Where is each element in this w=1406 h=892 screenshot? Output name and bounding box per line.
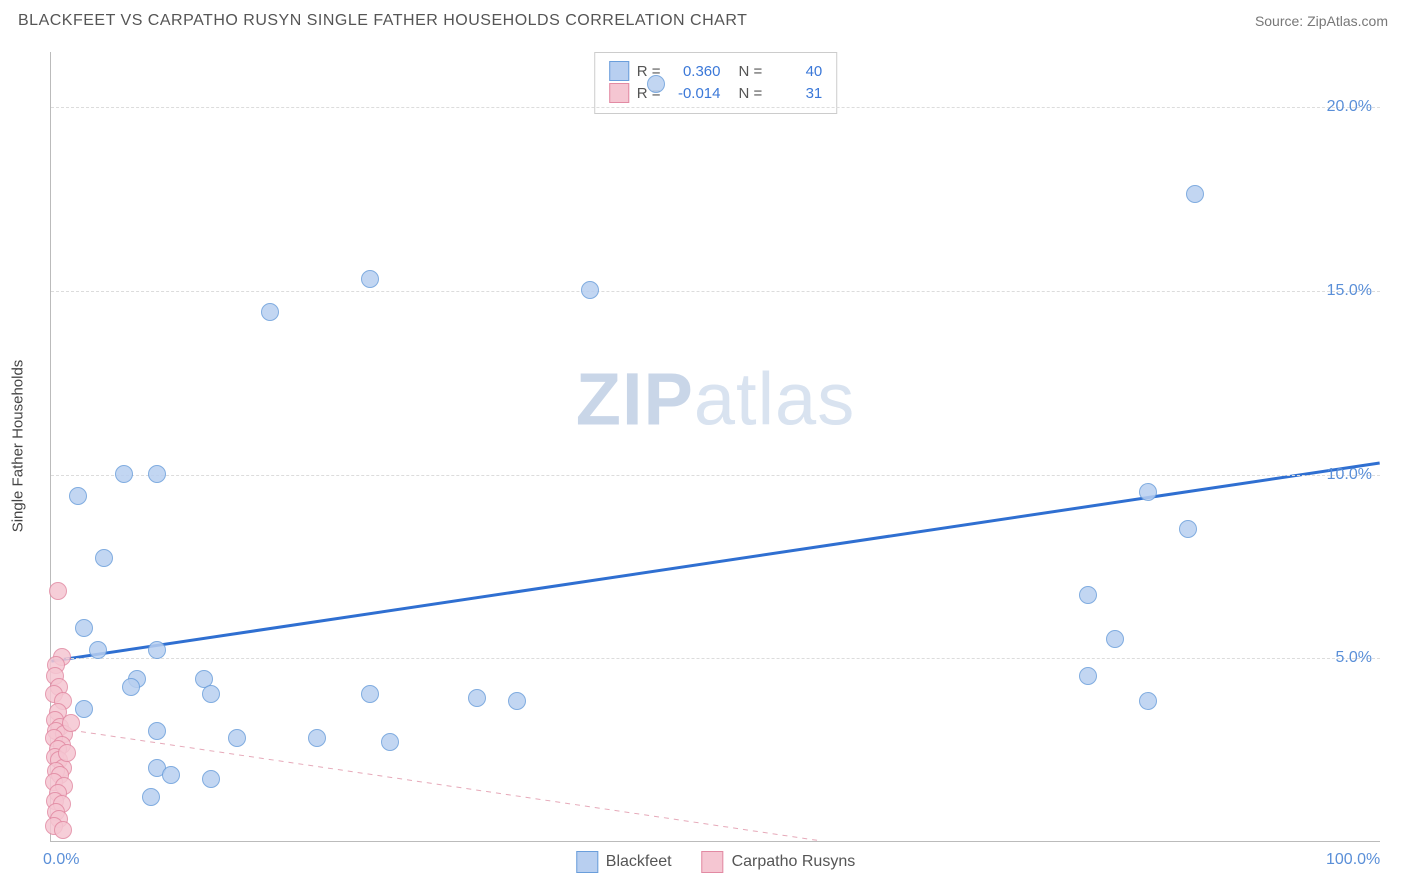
x-tick-label: 0.0% — [43, 851, 79, 869]
scatter-point — [162, 766, 180, 784]
scatter-point — [308, 729, 326, 747]
scatter-point — [54, 821, 72, 839]
gridline — [51, 291, 1380, 292]
scatter-point — [1139, 483, 1157, 501]
chart-container: BLACKFEET VS CARPATHO RUSYN SINGLE FATHE… — [0, 0, 1406, 892]
chart-source: Source: ZipAtlas.com — [1255, 13, 1388, 29]
legend-swatch — [702, 851, 724, 873]
chart-header: BLACKFEET VS CARPATHO RUSYN SINGLE FATHE… — [0, 0, 1406, 38]
correlation-stat-box: R =0.360N =40R =-0.014N =31 — [594, 52, 838, 114]
legend-bottom: Blackfeet Carpatho Rusyns — [576, 851, 855, 873]
scatter-point — [62, 714, 80, 732]
watermark-zip: ZIP — [576, 358, 694, 441]
scatter-point — [1186, 185, 1204, 203]
scatter-point — [115, 465, 133, 483]
trend-lines-svg — [51, 52, 1380, 841]
legend-label: Carpatho Rusyns — [732, 853, 856, 871]
scatter-point — [1179, 520, 1197, 538]
legend-item: Carpatho Rusyns — [702, 851, 856, 873]
scatter-point — [89, 641, 107, 659]
scatter-point — [228, 729, 246, 747]
gridline — [51, 658, 1380, 659]
legend-swatch — [576, 851, 598, 873]
stat-r-value: -0.014 — [669, 85, 721, 102]
scatter-point — [148, 641, 166, 659]
scatter-point — [261, 303, 279, 321]
chart-title: BLACKFEET VS CARPATHO RUSYN SINGLE FATHE… — [18, 12, 747, 30]
scatter-point — [468, 689, 486, 707]
watermark-atlas: atlas — [694, 358, 855, 441]
stat-r-value: 0.360 — [669, 63, 721, 80]
stat-row: R =0.360N =40 — [609, 61, 823, 81]
stat-swatch — [609, 83, 629, 103]
scatter-point — [361, 685, 379, 703]
scatter-point — [381, 733, 399, 751]
y-tick-label: 15.0% — [1327, 282, 1372, 300]
trend-line — [51, 727, 821, 841]
y-tick-label: 10.0% — [1327, 466, 1372, 484]
scatter-point — [75, 700, 93, 718]
scatter-point — [361, 270, 379, 288]
legend-item: Blackfeet — [576, 851, 672, 873]
scatter-point — [1079, 586, 1097, 604]
scatter-point — [581, 281, 599, 299]
scatter-point — [142, 788, 160, 806]
scatter-point — [69, 487, 87, 505]
scatter-point — [202, 770, 220, 788]
stat-n-value: 31 — [770, 85, 822, 102]
scatter-point — [1139, 692, 1157, 710]
scatter-point — [647, 75, 665, 93]
y-axis-label: Single Father Households — [10, 360, 27, 533]
scatter-point — [508, 692, 526, 710]
scatter-point — [148, 722, 166, 740]
scatter-point — [202, 685, 220, 703]
scatter-point — [58, 744, 76, 762]
gridline — [51, 107, 1380, 108]
watermark: ZIPatlas — [576, 357, 855, 442]
scatter-point — [122, 678, 140, 696]
trend-line — [51, 463, 1379, 661]
plot-area: ZIPatlas R =0.360N =40R =-0.014N =31 Bla… — [50, 52, 1380, 842]
stat-n-label: N = — [739, 63, 763, 80]
stat-swatch — [609, 61, 629, 81]
scatter-point — [1079, 667, 1097, 685]
scatter-point — [75, 619, 93, 637]
legend-label: Blackfeet — [606, 853, 672, 871]
y-tick-label: 20.0% — [1327, 98, 1372, 116]
x-tick-label: 100.0% — [1326, 851, 1380, 869]
scatter-point — [95, 549, 113, 567]
scatter-point — [148, 465, 166, 483]
stat-n-value: 40 — [770, 63, 822, 80]
y-tick-label: 5.0% — [1336, 649, 1372, 667]
gridline — [51, 475, 1380, 476]
scatter-point — [49, 582, 67, 600]
stat-n-label: N = — [739, 85, 763, 102]
scatter-point — [1106, 630, 1124, 648]
stat-row: R =-0.014N =31 — [609, 83, 823, 103]
